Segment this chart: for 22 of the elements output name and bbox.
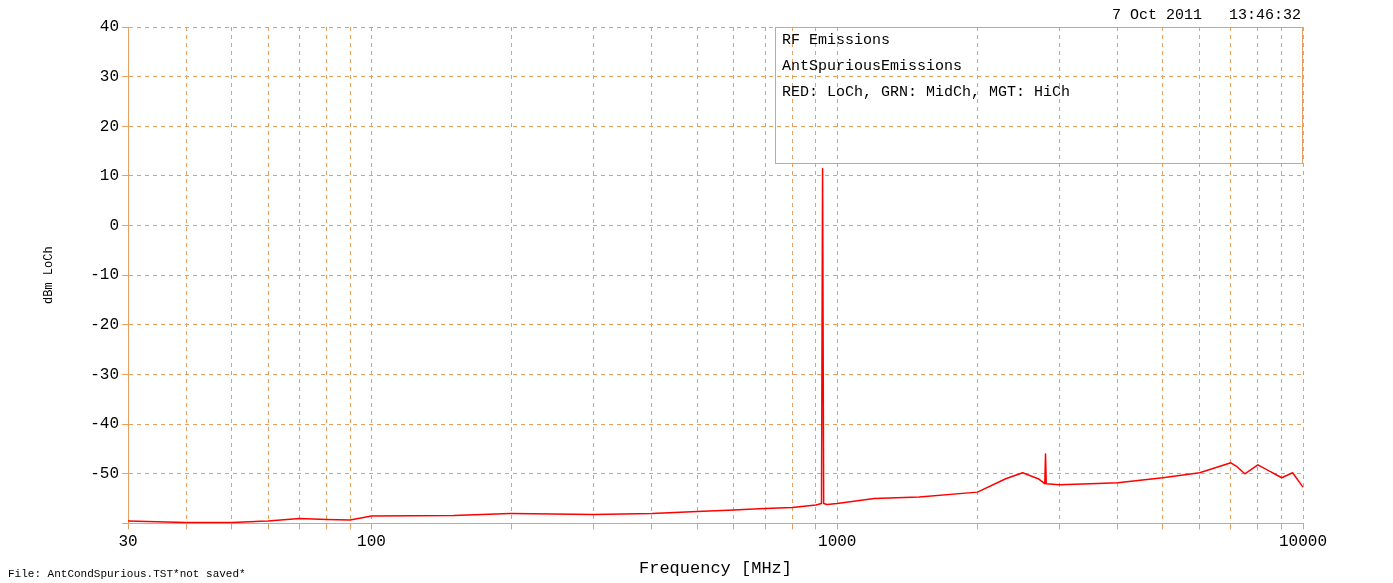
x-tick-label: 10000 [1278,533,1328,552]
x-tick-label: 1000 [818,533,857,552]
x-tick-label: 100 [357,533,386,552]
y-tick-label: 20 [99,117,119,136]
annotation: RED: LoCh, GRN: MidCh, MGT: HiCh [782,84,1072,102]
text: 7 Oct 2011 13:46:32 [1111,7,1301,24]
y-tick-label: -30 [90,365,119,384]
y-tick-label: -10 [90,266,119,285]
y-tick-label: -50 [90,464,119,483]
y-tick-label: -40 [90,415,119,434]
y-tick-label: 40 [99,18,119,37]
y-tick-label: -20 [90,316,119,335]
annotation: RF Emissions [782,32,892,50]
text: File: AntCondSpurious.TST*not saved* [8,568,246,580]
annotation: AntSpuriousEmissions [782,58,964,76]
y-tick-label: 0 [109,216,119,235]
y-tick-label: 10 [99,167,119,186]
y-axis-title: dBm LoCh [42,246,57,304]
y-tick-label: 30 [99,67,119,86]
x-tick-label: 30 [118,533,138,552]
note-box: RF Emissions AntSpuriousEmissions RED: LoCh, GRN: MidCh, MGT: HiCh [775,27,1303,164]
x-axis-title: Frequency [MHz] [638,559,793,579]
